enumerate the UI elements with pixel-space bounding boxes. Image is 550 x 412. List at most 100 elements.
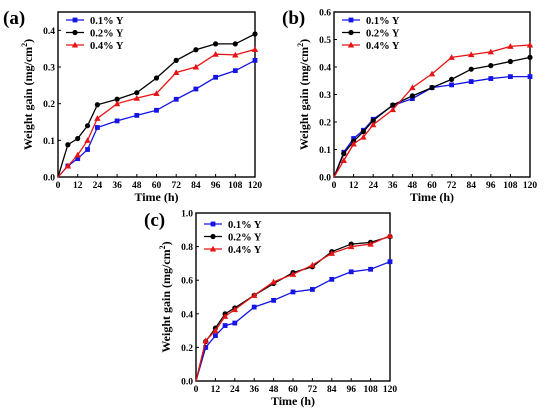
data-point [232, 41, 238, 47]
data-point [94, 102, 100, 108]
x-tick-label: 84 [466, 181, 476, 191]
y-tick-label: 0.5 [319, 36, 331, 46]
series-line-2 [333, 44, 531, 178]
data-point [232, 320, 238, 326]
x-tick-label: 24 [230, 385, 240, 395]
x-tick-label: 72 [171, 181, 181, 191]
x-tick-label: 0 [56, 181, 61, 191]
y-axis-label-main: Weight gain (mg/cm [297, 47, 311, 150]
x-tick-label: 108 [363, 385, 378, 395]
y-axis-label-end: ) [159, 241, 173, 245]
data-point [386, 232, 394, 239]
y-axis-label-end: ) [21, 39, 35, 43]
series-line-2 [195, 235, 391, 382]
y-axis-label: Weight gain (mg/cm2) [20, 39, 35, 150]
data-point [487, 48, 494, 55]
data-point [390, 102, 396, 108]
x-tick-label: 0 [332, 181, 337, 191]
data-point [360, 133, 367, 140]
x-tick-label: 72 [308, 385, 318, 395]
y-tick-label: 0.6 [319, 9, 331, 19]
data-point [526, 41, 534, 48]
y-tick-label: 0.0 [43, 174, 55, 184]
data-point [114, 118, 120, 124]
x-tick-label: 48 [269, 385, 279, 395]
data-point [232, 68, 238, 74]
x-tick-label: 84 [327, 385, 337, 395]
y-tick-label: 0.0 [181, 378, 193, 388]
y-tick-label: 0.3 [43, 64, 55, 74]
series-line-1 [57, 33, 256, 178]
data-point [64, 162, 72, 169]
legend-marker [210, 221, 216, 227]
data-point [429, 85, 435, 91]
legend-entry: 0.4% Y [366, 41, 400, 52]
y-axis-label-sup: 2 [158, 245, 167, 249]
data-point [75, 156, 81, 162]
x-tick-label: 72 [447, 181, 457, 191]
x-tick-label: 36 [388, 181, 398, 191]
data-point [410, 96, 415, 102]
y-tick-label: 0.2 [181, 344, 193, 354]
data-point [153, 75, 160, 81]
data-point [329, 276, 335, 282]
data-point [84, 137, 91, 143]
data-point [428, 70, 436, 77]
data-point [387, 259, 393, 265]
y-tick-label: 0.1 [319, 146, 331, 156]
data-point [134, 113, 140, 118]
series-line-0 [195, 261, 391, 382]
panel-label: (c) [144, 210, 165, 231]
data-point [348, 243, 355, 250]
x-tick-label: 24 [368, 181, 378, 191]
data-point [468, 66, 474, 72]
x-axis-label: Time (h) [410, 190, 454, 204]
data-point [94, 115, 101, 121]
y-axis-label: Weight gain (mg/cm2) [158, 241, 173, 352]
data-point [507, 58, 513, 65]
data-point [252, 31, 258, 37]
legend-entry: 0.2% Y [366, 28, 400, 39]
y-axis-label: Weight gain (mg/cm2) [296, 39, 311, 150]
y-tick-label: 0.3 [319, 91, 331, 101]
data-point [251, 292, 258, 298]
data-point [212, 50, 219, 57]
data-point [212, 327, 219, 334]
y-axis-label-main: Weight gain (mg/cm [159, 249, 173, 352]
data-point [232, 51, 239, 58]
y-axis-label-end: ) [297, 39, 311, 43]
data-point [193, 86, 199, 92]
chart-panel-c: 0 12 24 36 48 60 72 84 96 108 120 0.0 0.2 0.4 0.6 0.8 1.… [144, 210, 397, 409]
legend-entry: 0.4% Y [90, 41, 124, 52]
legend-marker [209, 245, 217, 252]
data-point [409, 84, 416, 91]
legend-marker [348, 17, 354, 23]
x-tick-label: 48 [408, 181, 418, 191]
data-point [507, 43, 514, 49]
data-point [213, 41, 219, 47]
data-point [328, 250, 335, 256]
data-point [95, 125, 100, 130]
data-point [368, 266, 373, 272]
data-point [468, 51, 475, 58]
legend-entry: 0.2% Y [228, 232, 262, 243]
legend-marker [210, 233, 216, 240]
y-tick-label: 0.2 [43, 100, 55, 110]
legend-entry: 0.4% Y [228, 245, 262, 256]
data-point [231, 306, 238, 313]
y-tick-label: 0.8 [181, 243, 193, 253]
data-point [134, 90, 140, 96]
data-point [488, 63, 494, 69]
data-point [290, 289, 296, 295]
data-point [74, 151, 81, 158]
plot-frame [333, 11, 531, 178]
panel-label: (a) [3, 8, 25, 29]
data-point [222, 323, 228, 328]
data-point [488, 76, 494, 81]
x-tick-label: 120 [383, 385, 398, 395]
data-point [203, 345, 209, 350]
data-point [389, 106, 396, 113]
series-line-0 [333, 75, 530, 178]
data-point [252, 58, 258, 63]
